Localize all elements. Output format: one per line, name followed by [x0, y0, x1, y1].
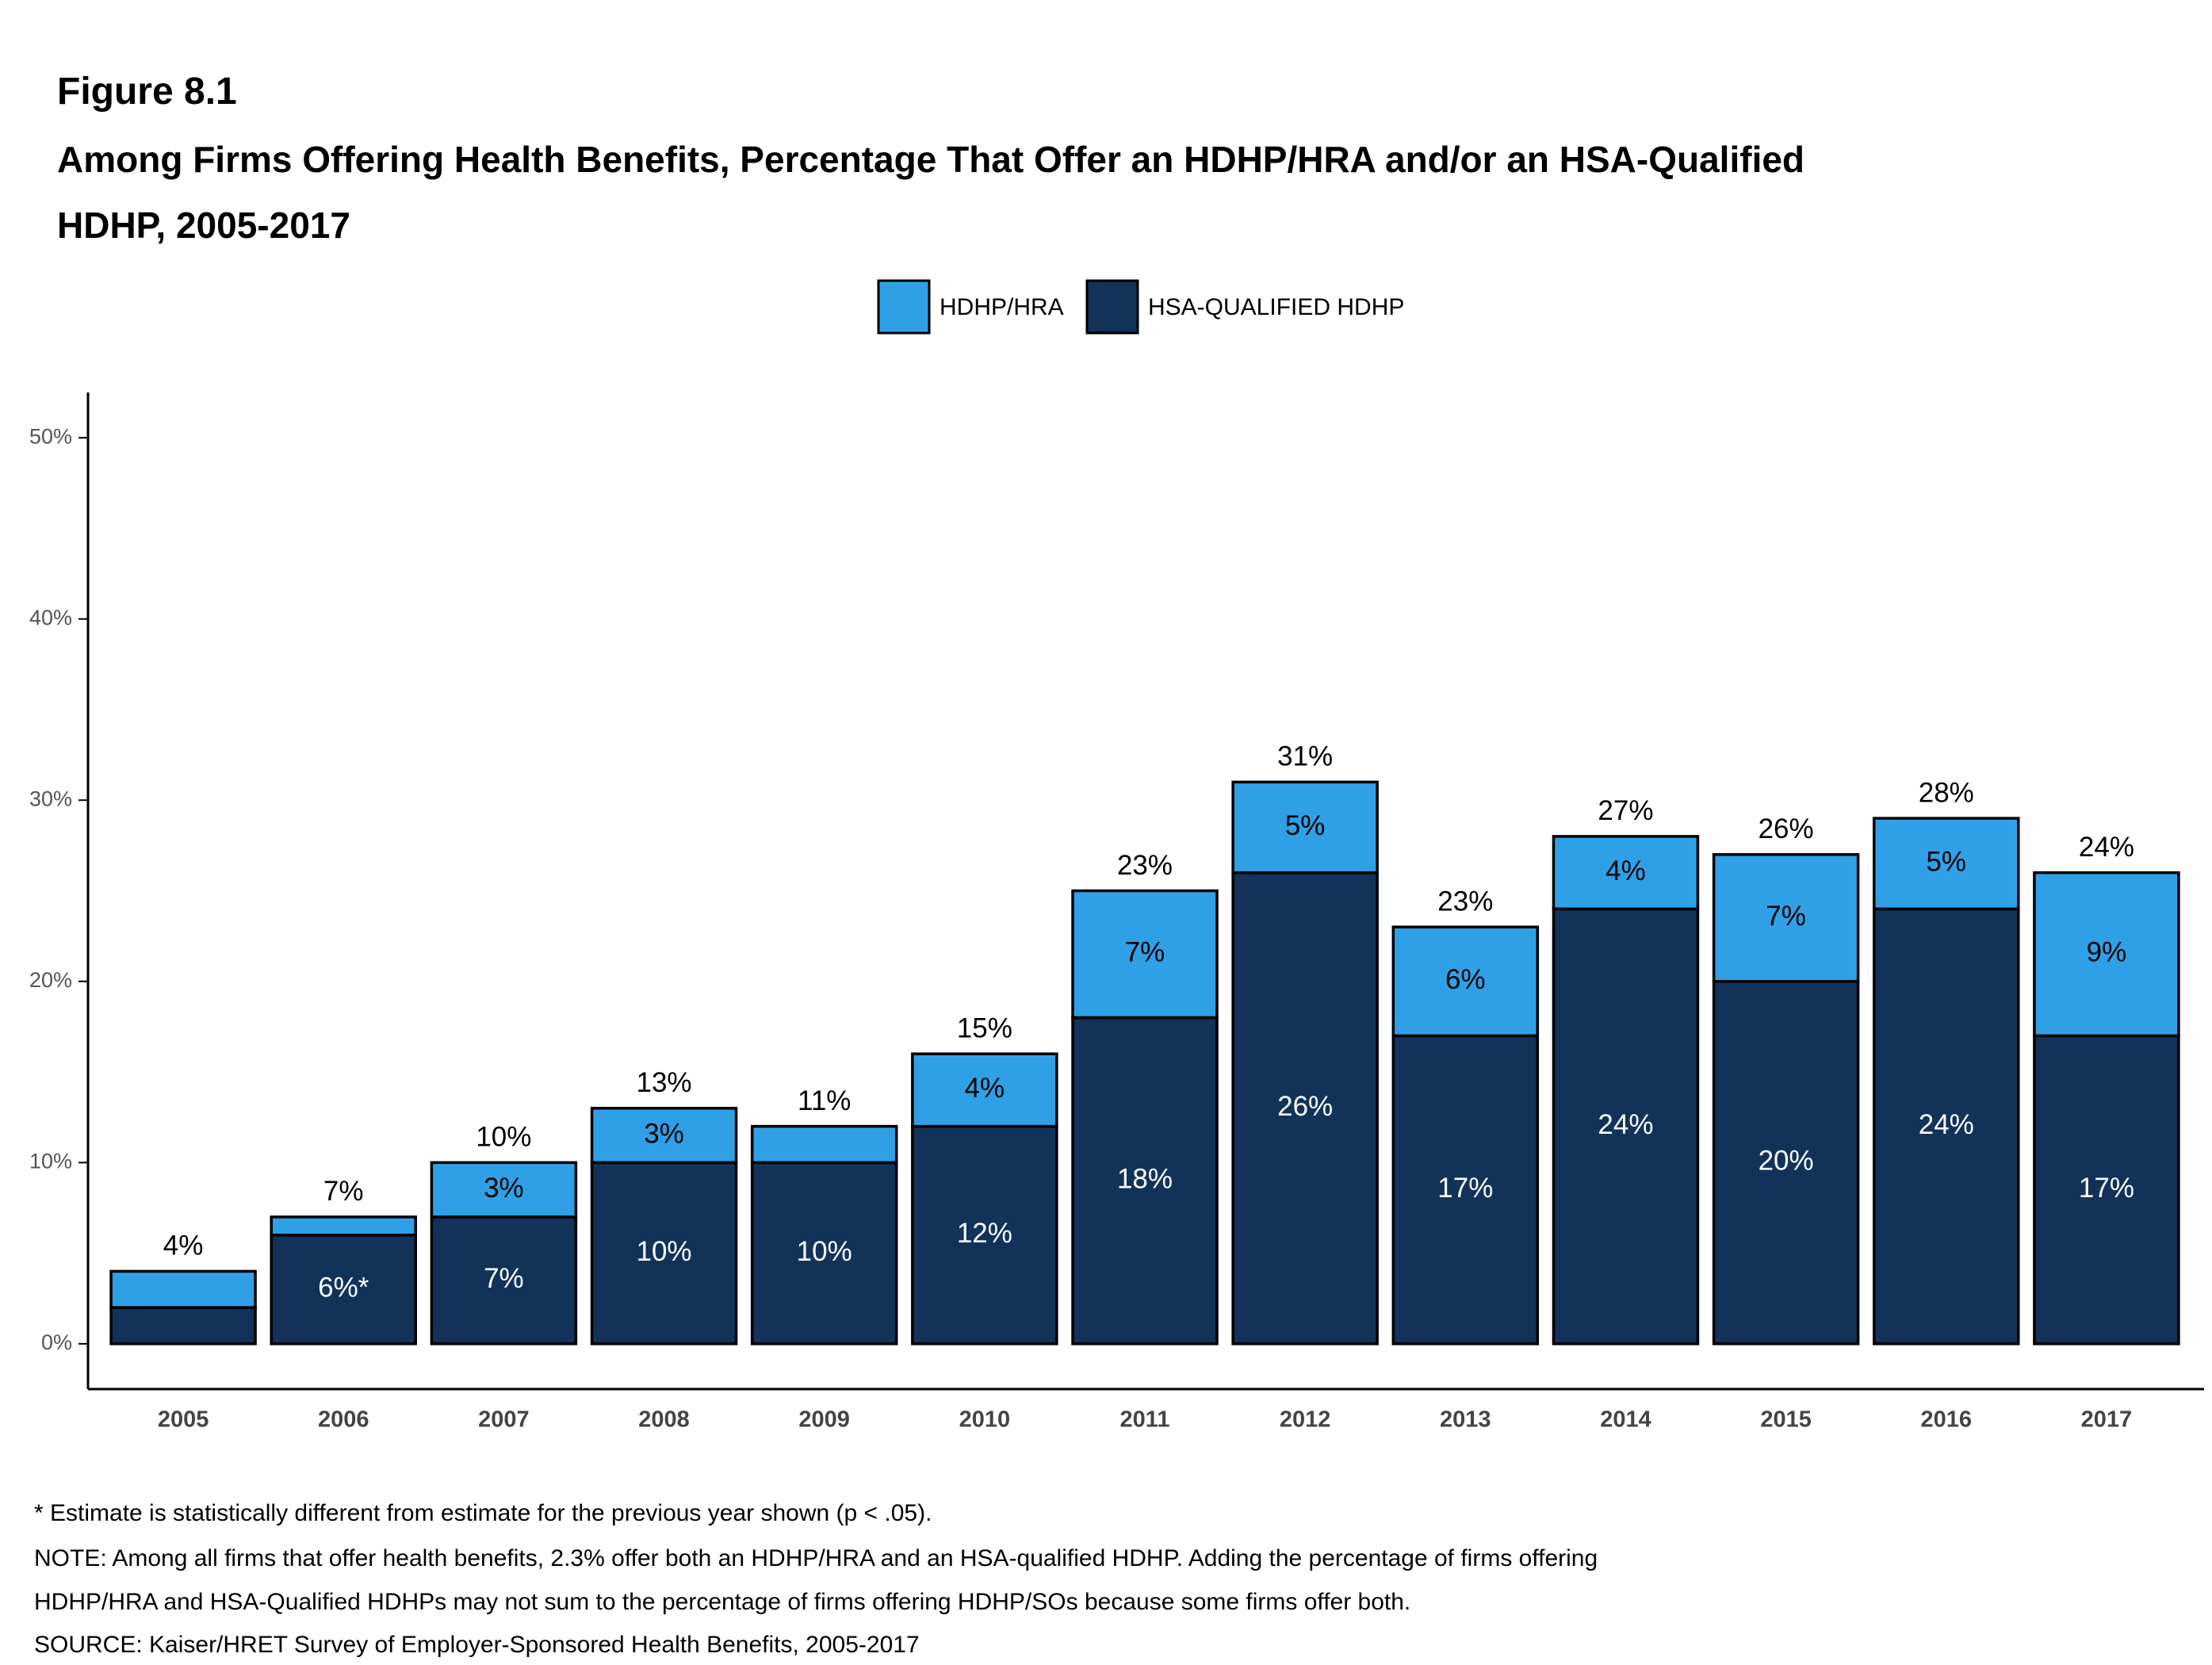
x-tick-label: 2007 [478, 1407, 530, 1433]
total-label: 10% [476, 1122, 531, 1153]
y-tick-label: 30% [29, 787, 72, 810]
footnote: * Estimate is statistically different fr… [34, 1500, 932, 1526]
footnote: NOTE: Among all firms that offer health … [34, 1545, 1598, 1571]
bar-segment [1391, 925, 1540, 1038]
value-label: 5% [1926, 846, 1966, 877]
bar-segment [270, 1233, 417, 1345]
bar-segment [750, 1124, 898, 1165]
value-label: 7% [1125, 937, 1165, 968]
bar-segment [1712, 853, 1860, 983]
total-label: 11% [798, 1085, 851, 1116]
x-tick-label: 2009 [798, 1407, 850, 1433]
value-label: 17% [1437, 1173, 1493, 1204]
value-label: 10% [637, 1236, 692, 1267]
bar-segment [1552, 907, 1700, 1345]
bar-segment [590, 1107, 738, 1165]
value-label: 18% [1117, 1163, 1173, 1194]
total-label: 4% [163, 1231, 204, 1261]
x-tick-label: 2016 [1921, 1407, 1973, 1433]
bar-segment [1873, 907, 2020, 1345]
value-label: 24% [1598, 1109, 1653, 1140]
y-tick-label: 20% [29, 968, 72, 992]
bar-segment [750, 1161, 898, 1345]
total-label: 28% [1919, 777, 1974, 808]
value-label: 17% [2079, 1173, 2134, 1204]
total-label: 27% [1598, 795, 1653, 826]
x-tick-label: 2014 [1600, 1407, 1651, 1433]
value-label: 20% [1759, 1146, 1814, 1177]
value-label: 3% [644, 1118, 684, 1149]
value-label: 12% [957, 1218, 1012, 1249]
total-label: 26% [1759, 813, 1814, 844]
legend-swatch [1085, 279, 1139, 335]
x-tick-label: 2015 [1760, 1407, 1812, 1433]
bar-segment [109, 1306, 257, 1345]
total-label: 7% [323, 1176, 364, 1207]
y-tick-label: 0% [41, 1330, 72, 1354]
bar-segment [109, 1269, 257, 1309]
bar-segment [1071, 889, 1219, 1020]
value-label: 10% [797, 1236, 852, 1267]
bar-segment [911, 1124, 1058, 1345]
figure-label: Figure 8.1 [57, 71, 237, 113]
total-label: 31% [1277, 741, 1333, 772]
y-tick-label: 50% [29, 424, 72, 448]
legend-label: HSA-QUALIFIED HDHP [1148, 294, 1404, 320]
value-label: 7% [1766, 901, 1806, 932]
bar-segment [430, 1161, 578, 1219]
x-tick-label: 2011 [1120, 1407, 1170, 1433]
total-label: 23% [1437, 886, 1493, 917]
value-label: 9% [2087, 937, 2127, 968]
value-label: 4% [965, 1073, 1005, 1104]
bar-segment [2033, 1034, 2180, 1345]
value-label: 5% [1285, 810, 1326, 841]
x-tick-label: 2012 [1280, 1407, 1331, 1433]
bar-segment [270, 1215, 417, 1237]
bar-segment [1231, 871, 1379, 1345]
bar-segment [2033, 871, 2180, 1038]
bar-segment [430, 1215, 578, 1345]
x-tick-label: 2006 [318, 1407, 369, 1433]
value-label: 4% [1605, 855, 1646, 886]
value-label: 6%* [318, 1273, 369, 1303]
value-label: 24% [1919, 1109, 1974, 1140]
x-tick-label: 2010 [959, 1407, 1011, 1433]
footnote: SOURCE: Kaiser/HRET Survey of Employer-S… [34, 1632, 920, 1658]
total-label: 15% [957, 1012, 1012, 1043]
bar-segment [1231, 780, 1379, 875]
total-label: 24% [2079, 832, 2134, 863]
bar-segment [590, 1161, 738, 1345]
y-tick-label: 10% [29, 1149, 72, 1173]
value-label: 3% [484, 1173, 524, 1204]
legend-swatch [877, 279, 931, 335]
bar-segment [1552, 835, 1700, 911]
y-tick-label: 40% [29, 606, 72, 630]
bar-segment [1873, 817, 2020, 911]
x-tick-label: 2008 [638, 1407, 690, 1433]
x-tick-label: 2013 [1440, 1407, 1491, 1433]
legend-label: HDHP/HRA [940, 294, 1064, 320]
total-label: 23% [1117, 850, 1173, 881]
value-label: 6% [1445, 964, 1486, 995]
x-tick-label: 2005 [158, 1407, 209, 1433]
value-label: 7% [484, 1263, 524, 1294]
chart-title: Among Firms Offering Health Benefits, Pe… [57, 139, 1805, 246]
bar-segment [1071, 1016, 1219, 1345]
value-label: 26% [1277, 1091, 1333, 1122]
bar-segment [911, 1052, 1058, 1128]
bar-segment [1712, 980, 1860, 1345]
x-tick-label: 2017 [2081, 1407, 2133, 1433]
total-label: 13% [637, 1067, 692, 1098]
footnote: HDHP/HRA and HSA-Qualified HDHPs may not… [34, 1589, 1410, 1615]
